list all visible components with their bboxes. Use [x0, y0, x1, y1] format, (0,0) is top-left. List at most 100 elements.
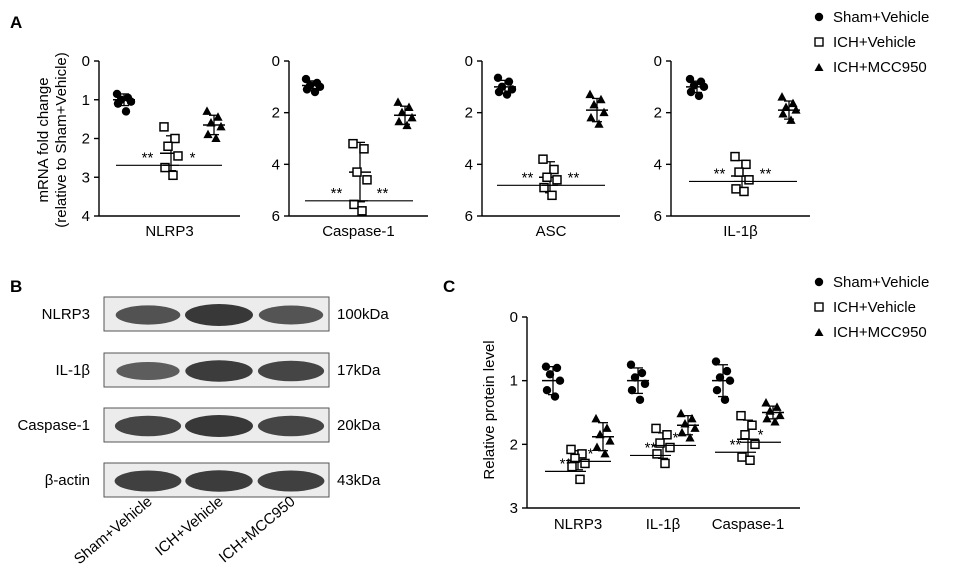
data-point-square: [163, 141, 173, 151]
data-point-circle: [555, 376, 565, 385]
data-point-triangle: [690, 423, 700, 432]
data-point-triangle: [677, 427, 687, 437]
data-point-square: [349, 199, 359, 210]
data-point-triangle: [781, 102, 791, 111]
data-point-triangle: [772, 402, 782, 411]
blot-band: [258, 305, 324, 325]
data-point-square: [542, 172, 552, 182]
legend-c-label-mcc: ICH+MCC950: [833, 324, 927, 341]
blot-lane-label: ICH+Vehicle: [152, 493, 226, 559]
data-point-triangle: [680, 418, 690, 428]
data-point-triangle: [393, 97, 403, 106]
data-point-circle: [699, 82, 709, 92]
data-point-circle: [725, 376, 735, 385]
y-tick-label: 0: [654, 53, 662, 70]
y-tick-label: 0: [510, 309, 518, 326]
data-point-square: [744, 175, 754, 185]
blot-row-label: β-actin: [45, 472, 90, 489]
significance-label: **: [142, 149, 154, 166]
data-point-triangle: [402, 120, 412, 130]
data-point-triangle: [762, 413, 772, 423]
legend-c: Sham+Vehicle ICH+Vehicle ICH+MCC950: [814, 274, 929, 341]
blot-lane-label: ICH+MCC950: [216, 493, 299, 566]
data-point-square: [745, 455, 755, 465]
data-point-circle: [302, 85, 312, 94]
data-point-square: [348, 138, 358, 149]
data-point-circle: [502, 90, 512, 99]
data-point-triangle: [777, 92, 787, 101]
data-point-square: [359, 144, 369, 154]
data-point-square: [739, 186, 749, 197]
data-point-circle: [504, 77, 514, 86]
legend-a-label-mcc: ICH+MCC950: [833, 59, 927, 76]
legend-a-item-ich: ICH+Vehicle: [814, 34, 916, 51]
data-point-square: [741, 159, 751, 170]
y-tick-label: 0: [272, 53, 280, 70]
data-point-circle: [715, 373, 725, 382]
data-point-circle: [685, 74, 695, 84]
blot-size-label: 17kDa: [337, 362, 381, 379]
blot-row-label: Caspase-1: [17, 417, 90, 434]
data-point-triangle: [788, 98, 798, 108]
panel-label-a: A: [10, 13, 22, 32]
data-point-circle: [315, 82, 325, 92]
blot-size-label: 100kDa: [337, 306, 389, 323]
data-point-square: [662, 430, 672, 440]
blot-size-label: 20kDa: [337, 417, 381, 434]
data-point-triangle: [404, 102, 414, 111]
data-point-square: [549, 164, 559, 175]
significance-label: **: [760, 165, 772, 182]
data-point-triangle: [596, 94, 606, 104]
data-point-circle: [493, 73, 503, 82]
x-category-label: IL-1β: [646, 516, 681, 533]
data-point-triangle: [589, 99, 599, 109]
x-axis-label: ASC: [536, 223, 567, 240]
data-point-square: [168, 170, 178, 181]
chart-a-asc: 0 2 4 6 ** ** ASC: [465, 53, 620, 240]
y-tick-label: 2: [272, 105, 280, 122]
data-point-triangle: [770, 417, 780, 426]
y-tick-label: 2: [654, 105, 662, 122]
legend-a-marker-square: [814, 37, 824, 47]
data-point-circle: [630, 373, 640, 382]
data-point-triangle: [786, 115, 796, 124]
y-tick-label: 4: [272, 156, 280, 173]
data-point-circle: [507, 85, 517, 94]
legend-c-marker-circle: [814, 277, 824, 287]
legend-a: Sham+Vehicle ICH+Vehicle ICH+MCC950: [814, 9, 929, 76]
significance-label: **: [568, 169, 580, 186]
legend-a-item-mcc: ICH+MCC950: [814, 59, 927, 76]
data-point-triangle: [685, 432, 695, 442]
data-point-square: [731, 184, 741, 194]
data-point-triangle: [775, 410, 785, 420]
blot-band: [115, 305, 181, 325]
data-point-square: [736, 410, 746, 421]
data-point-circle: [121, 107, 131, 116]
data-point-square: [538, 154, 548, 164]
y-tick-label: 6: [272, 208, 280, 225]
data-point-circle: [689, 81, 699, 90]
data-point-circle: [694, 91, 704, 101]
legend-c-item-sham: Sham+Vehicle: [814, 274, 929, 291]
data-point-square: [362, 175, 372, 185]
data-point-triangle: [602, 423, 612, 432]
data-point-circle: [686, 87, 696, 97]
data-point-triangle: [595, 429, 605, 439]
x-axis-label: IL-1β: [723, 223, 758, 240]
legend-a-marker-circle: [814, 12, 824, 22]
data-point-triangle: [397, 107, 407, 117]
data-point-circle: [640, 379, 650, 389]
data-point-square: [655, 438, 665, 448]
data-point-square: [547, 190, 557, 201]
data-point-square: [357, 206, 367, 216]
western-blot: NLRP3 100kDa IL-1β 17kDa Caspase-1 20kDa β-act…: [17, 296, 389, 568]
legend-a-marker-triangle: [814, 63, 824, 71]
data-point-circle: [627, 386, 637, 395]
legend-c-item-ich: ICH+Vehicle: [814, 299, 916, 316]
y-tick-label: 4: [465, 156, 473, 173]
y-tick-label: 3: [82, 169, 90, 186]
x-axis-label: Caspase-1: [322, 223, 395, 240]
